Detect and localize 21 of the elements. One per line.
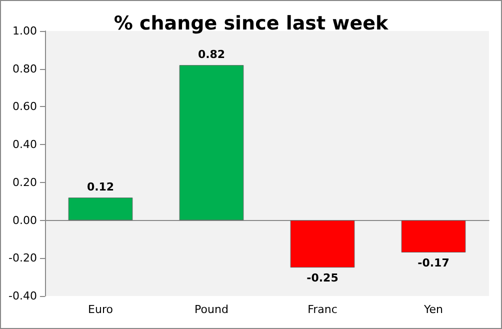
y-tick-label: 0.60 xyxy=(12,100,37,114)
y-tick-label: 0.20 xyxy=(12,176,37,189)
data-label: -0.17 xyxy=(418,256,450,270)
data-label: -0.25 xyxy=(306,272,338,285)
y-tick-label: 0.80 xyxy=(12,62,37,76)
chart-title: % change since last week xyxy=(114,12,389,34)
y-tick-label: -0.20 xyxy=(8,252,37,265)
y-tick-label: 0.40 xyxy=(12,138,37,152)
bar xyxy=(401,220,466,252)
bar xyxy=(68,198,133,220)
bar xyxy=(179,65,244,220)
y-tick-label: -0.40 xyxy=(8,290,37,302)
data-label: 0.12 xyxy=(86,180,114,194)
x-tick-label: Pound xyxy=(194,303,228,316)
x-tick-label: Euro xyxy=(88,303,114,316)
bar xyxy=(290,220,355,268)
x-tick-label: Franc xyxy=(308,303,338,316)
y-tick-label: 1.00 xyxy=(12,24,37,38)
y-tick-label: 0.00 xyxy=(12,214,37,227)
x-tick-label: Yen xyxy=(423,303,444,316)
data-label: 0.82 xyxy=(198,48,226,62)
